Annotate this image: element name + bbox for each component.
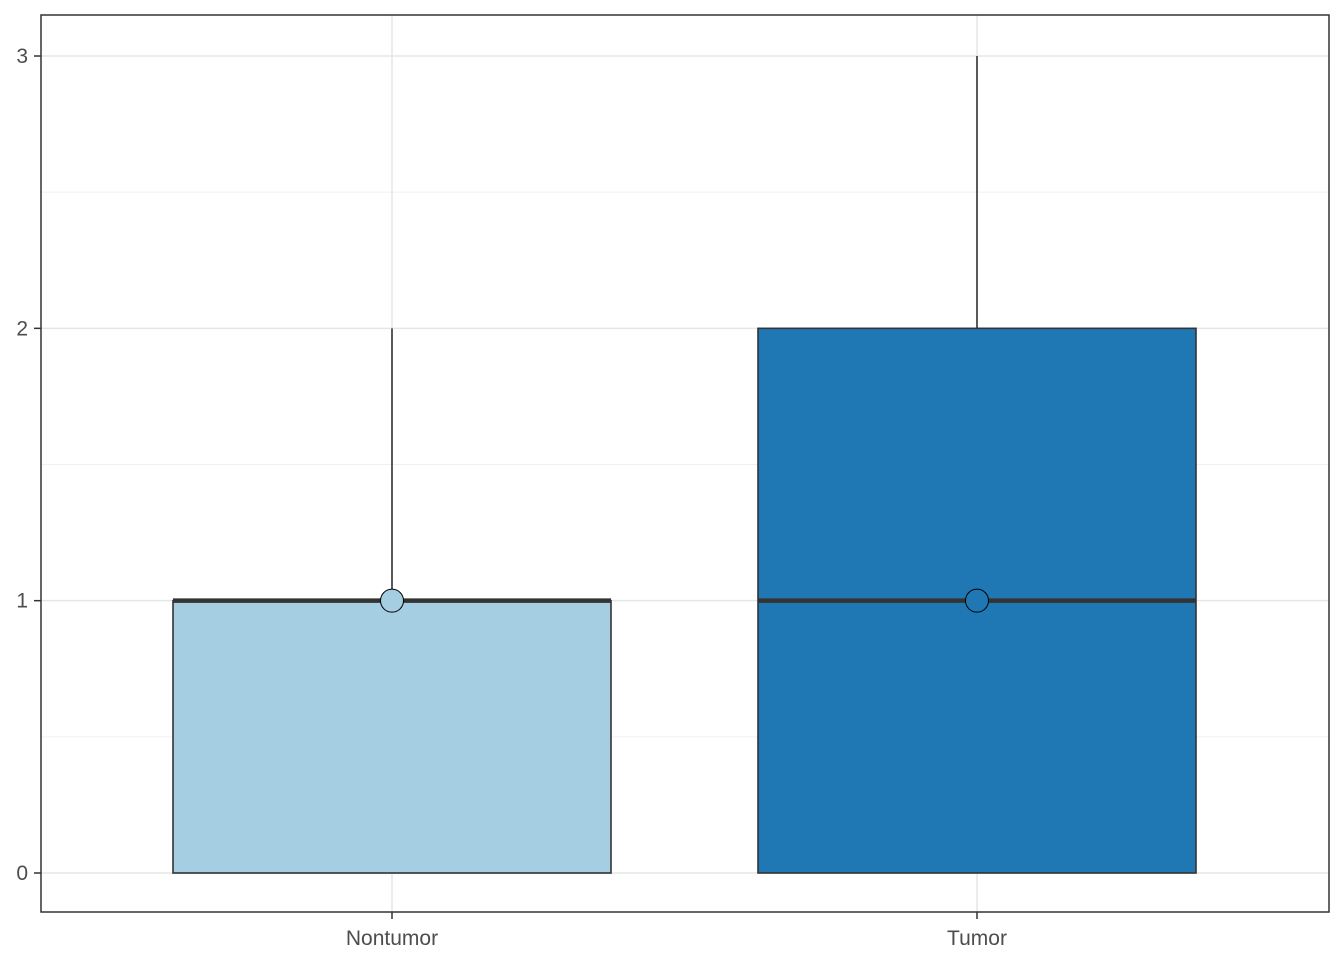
x-tick-label-nontumor: Nontumor bbox=[346, 927, 438, 950]
axis-layer: 0 1 2 3 Nontumor Tumor bbox=[16, 45, 1007, 950]
mean-point-tumor bbox=[965, 588, 989, 613]
y-tick-label: 0 bbox=[16, 862, 28, 885]
panel-border bbox=[40, 14, 1330, 913]
y-tick-label: 1 bbox=[16, 590, 28, 613]
y-tick-label: 2 bbox=[16, 317, 28, 340]
y-tick-label: 3 bbox=[16, 45, 28, 68]
box-nontumor bbox=[172, 599, 612, 874]
mean-point-nontumor bbox=[380, 588, 404, 613]
box-layer bbox=[172, 56, 1197, 874]
x-tick-label-tumor: Tumor bbox=[947, 927, 1007, 950]
